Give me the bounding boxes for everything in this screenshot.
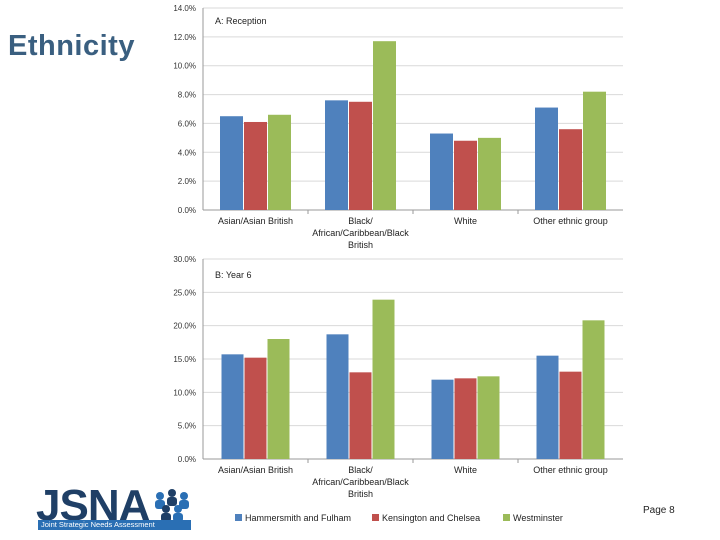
reception-category-label: British: [348, 240, 373, 250]
reception-bar: [349, 101, 372, 210]
logo-figure-body-icon: [179, 500, 189, 509]
reception-y-tick-label: 12.0%: [173, 33, 196, 42]
year6-y-tick-label: 15.0%: [173, 355, 196, 364]
reception-y-tick-label: 2.0%: [178, 177, 196, 186]
year6-bar: [326, 334, 349, 459]
reception-bar: [268, 114, 291, 210]
logo-figure-body-icon: [173, 513, 183, 522]
year6-y-tick-label: 30.0%: [173, 255, 196, 264]
logo-figure-body-icon: [155, 500, 165, 509]
reception-y-tick-label: 6.0%: [178, 119, 196, 128]
logo-figure-head-icon: [162, 505, 170, 513]
year6-bar: [582, 320, 605, 459]
year6-chart-title: B: Year 6: [215, 270, 252, 280]
reception-bar: [244, 121, 267, 210]
year6-bar: [372, 299, 395, 459]
year6-y-tick-label: 5.0%: [178, 422, 196, 431]
legend-label: Kensington and Chelsea: [382, 513, 480, 523]
year6-bar: [559, 371, 582, 459]
reception-category-label: Asian/Asian British: [218, 216, 293, 226]
year6-category-label: Asian/Asian British: [218, 465, 293, 475]
reception-category-label: Black/: [348, 216, 373, 226]
logo-figure-body-icon: [167, 497, 177, 506]
year6-bar: [221, 354, 244, 459]
reception-y-tick-label: 14.0%: [173, 4, 196, 13]
year6-y-tick-label: 20.0%: [173, 322, 196, 331]
logo-figure-head-icon: [168, 489, 176, 497]
slide-title: Ethnicity: [8, 30, 135, 62]
year6-category-label: Other ethnic group: [533, 465, 608, 475]
logo-figure-head-icon: [156, 492, 164, 500]
reception-bar: [454, 140, 477, 210]
logo-figure-body-icon: [161, 513, 171, 522]
jsna-logo-subtitle: Joint Strategic Needs Assessment: [38, 520, 191, 530]
logo-figure-head-icon: [180, 492, 188, 500]
legend-label: Westminster: [513, 513, 563, 523]
legend-swatch: [503, 514, 510, 521]
reception-y-tick-label: 8.0%: [178, 91, 196, 100]
reception-bar: [220, 116, 243, 210]
year6-y-tick-label: 25.0%: [173, 288, 196, 297]
reception-category-label: White: [454, 216, 477, 226]
year6-bar: [477, 376, 500, 459]
year6-y-tick-label: 10.0%: [173, 388, 196, 397]
reception-bar: [583, 91, 606, 210]
year6-category-label: British: [348, 489, 373, 499]
legend-swatch: [372, 514, 379, 521]
legend-label: Hammersmith and Fulham: [245, 513, 351, 523]
year6-bar: [536, 355, 559, 459]
reception-y-tick-label: 4.0%: [178, 148, 196, 157]
year6-category-label: Black/: [348, 465, 373, 475]
logo-figure-head-icon: [174, 505, 182, 513]
year6-category-label: White: [454, 465, 477, 475]
year6-y-tick-label: 0.0%: [178, 455, 196, 464]
year6-bar: [349, 372, 372, 459]
year6-bar: [431, 379, 454, 459]
page-number: Page 8: [643, 505, 675, 516]
year6-bar: [454, 378, 477, 459]
legend-swatch: [235, 514, 242, 521]
reception-chart-title: A: Reception: [215, 16, 267, 26]
year6-bar: [267, 339, 290, 459]
reception-bar: [325, 100, 348, 210]
reception-bar: [478, 137, 501, 210]
reception-bar: [535, 107, 558, 210]
year6-category-label: African/Caribbean/Black: [312, 477, 409, 487]
year6-bar: [244, 357, 267, 459]
reception-category-label: Other ethnic group: [533, 216, 608, 226]
reception-category-label: African/Caribbean/Black: [312, 228, 409, 238]
reception-bar: [430, 133, 453, 210]
reception-bar: [373, 41, 396, 210]
reception-bar: [559, 129, 582, 210]
reception-y-tick-label: 0.0%: [178, 206, 196, 215]
reception-y-tick-label: 10.0%: [173, 62, 196, 71]
